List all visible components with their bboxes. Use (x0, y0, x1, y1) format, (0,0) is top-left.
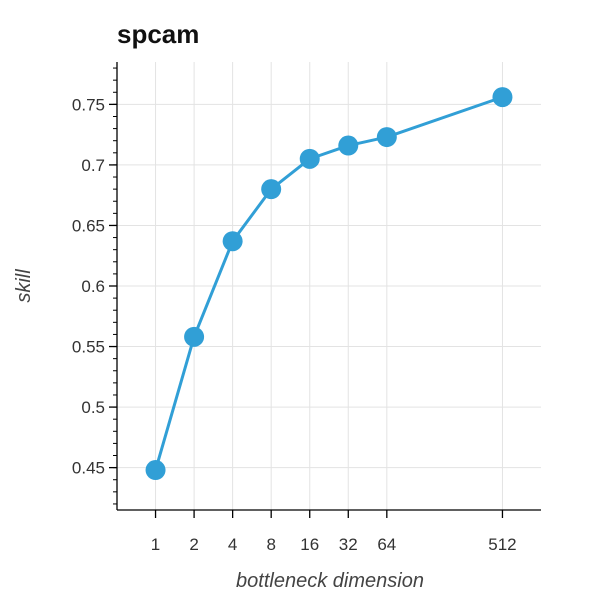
x-tick-label-5: 32 (339, 535, 358, 554)
x-axis-label: bottleneck dimension (236, 570, 424, 592)
data-point-1 (184, 326, 205, 347)
y-axis-label: skill (13, 269, 35, 303)
x-tick-label-1: 2 (189, 535, 198, 554)
y-tick-label-6: 0.75 (72, 95, 105, 114)
data-point-4 (299, 148, 320, 169)
y-tick-label-4: 0.65 (72, 216, 105, 235)
y-tick-label-3: 0.6 (81, 277, 105, 296)
series-skill (145, 87, 513, 481)
data-point-5 (338, 135, 359, 156)
data-point-3 (261, 179, 282, 200)
x-tick-label-2: 4 (228, 535, 237, 554)
x-tick-label-6: 64 (377, 535, 396, 554)
grid (117, 62, 541, 510)
y-tick-label-5: 0.7 (81, 156, 105, 175)
y-tick-label-1: 0.5 (81, 398, 105, 417)
series-line (154, 95, 503, 471)
x-tick-label-4: 16 (300, 535, 319, 554)
data-point-2 (222, 231, 243, 252)
axes: 0.45 0.5 0.55 0.6 0.65 0.7 0.75 1 2 4 8 16 32 64 512 (72, 62, 541, 554)
data-point-6 (376, 127, 397, 148)
data-point-7 (492, 87, 513, 108)
x-tick-label-3: 8 (266, 535, 275, 554)
y-tick-label-2: 0.55 (72, 338, 105, 357)
x-tick-label-7: 512 (488, 535, 516, 554)
x-tick-label-0: 1 (151, 535, 160, 554)
y-tick-label-0: 0.45 (72, 459, 105, 478)
data-point-0 (145, 460, 166, 481)
chart-title: spcam (117, 19, 199, 49)
